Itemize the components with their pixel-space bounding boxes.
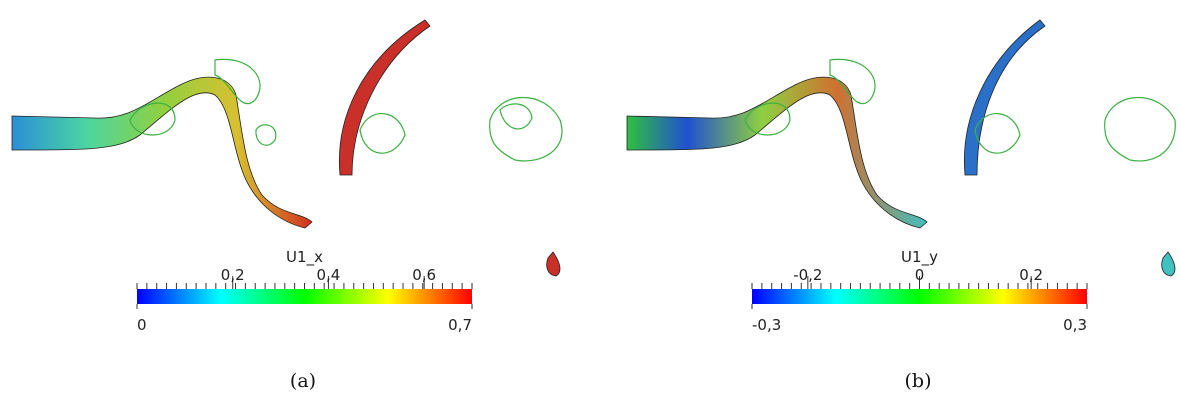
colorbar-title: U1_x [286, 248, 323, 267]
limit-label: -0,3 [752, 316, 781, 334]
tick-label: 0 [915, 266, 925, 284]
colorbar: U1_x 0,2 0,4 0,6 0 0,7 [136, 248, 473, 334]
limit-label: 0,3 [1063, 316, 1087, 334]
tick-label: 0,4 [316, 266, 340, 284]
caption: (a) [290, 370, 316, 392]
colorbar-fill [137, 289, 472, 304]
tick-label: 0,2 [1019, 266, 1043, 284]
tick-label: 0,6 [412, 266, 436, 284]
limit-label: 0,7 [448, 316, 472, 334]
tick-label: -0,2 [793, 266, 822, 284]
colorbar-fill [752, 289, 1087, 304]
colorbar-title: U1_y [901, 248, 938, 267]
tick-label: 0,2 [221, 266, 245, 284]
colorbar: U1_y -0,2 0 0,2 -0,3 0,3 [751, 248, 1088, 334]
flow-a [11, 19, 563, 277]
flow-b [626, 19, 1176, 277]
limit-label: 0 [137, 316, 147, 334]
caption: (b) [905, 370, 932, 392]
